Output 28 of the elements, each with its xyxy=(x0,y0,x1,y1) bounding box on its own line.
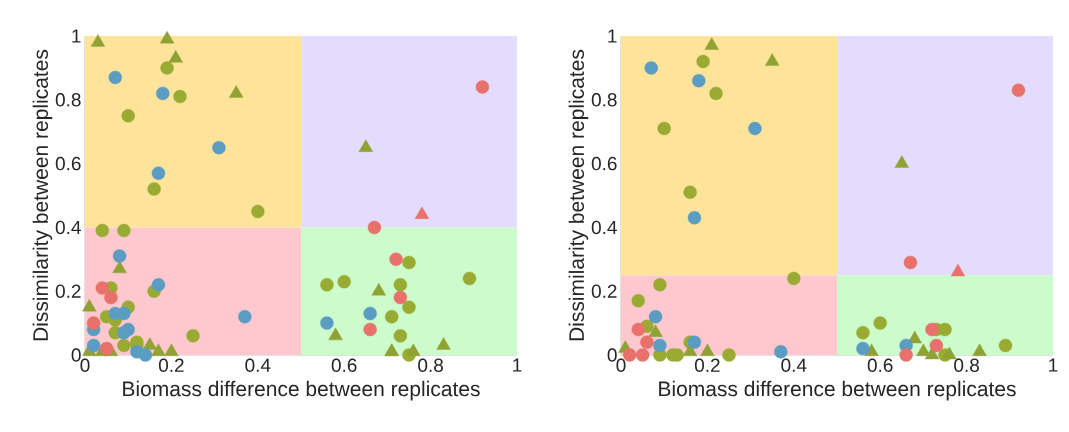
y-axis-title: Dissimilarity between replicates xyxy=(32,49,53,341)
y-tick-label: 0.6 xyxy=(591,156,617,171)
x-tick-label: 0.4 xyxy=(245,358,271,372)
y-tick-label: 0.8 xyxy=(55,93,81,107)
y-tick-label: 0.4 xyxy=(55,220,81,235)
x-tick-label: 0 xyxy=(80,358,90,372)
y-tick-label: 0.6 xyxy=(55,156,81,171)
x-axis-title: Biomass difference between replicates xyxy=(659,380,1016,401)
x-tick-label: 0.2 xyxy=(694,358,720,372)
y-tick-label: 1 xyxy=(72,29,81,43)
x-tick-label: 1 xyxy=(513,358,522,372)
y-tick-label: 0.4 xyxy=(591,220,617,235)
x-tick-label: 0.6 xyxy=(331,358,357,372)
y-tick-label: 0.2 xyxy=(55,284,81,298)
y-axis-title: Dissimilarity between replicates xyxy=(568,49,589,341)
x-axis-title: Biomass difference between replicates xyxy=(123,380,480,401)
y-tick-label: 0 xyxy=(607,348,617,362)
x-tick-label: 0.6 xyxy=(867,358,893,372)
y-tick-label: 0.2 xyxy=(591,284,617,298)
y-tick-label: 0.8 xyxy=(591,93,617,107)
x-tick-label: 0.2 xyxy=(158,358,184,372)
x-tick-label: 0.8 xyxy=(418,358,443,372)
y-tick-label: 1 xyxy=(608,29,617,43)
x-tick-label: 0.4 xyxy=(781,358,807,372)
y-tick-label: 0 xyxy=(71,348,81,362)
x-tick-label: 1 xyxy=(1049,358,1058,372)
x-tick-label: 0 xyxy=(616,358,626,372)
x-tick-label: 0.8 xyxy=(954,358,979,372)
